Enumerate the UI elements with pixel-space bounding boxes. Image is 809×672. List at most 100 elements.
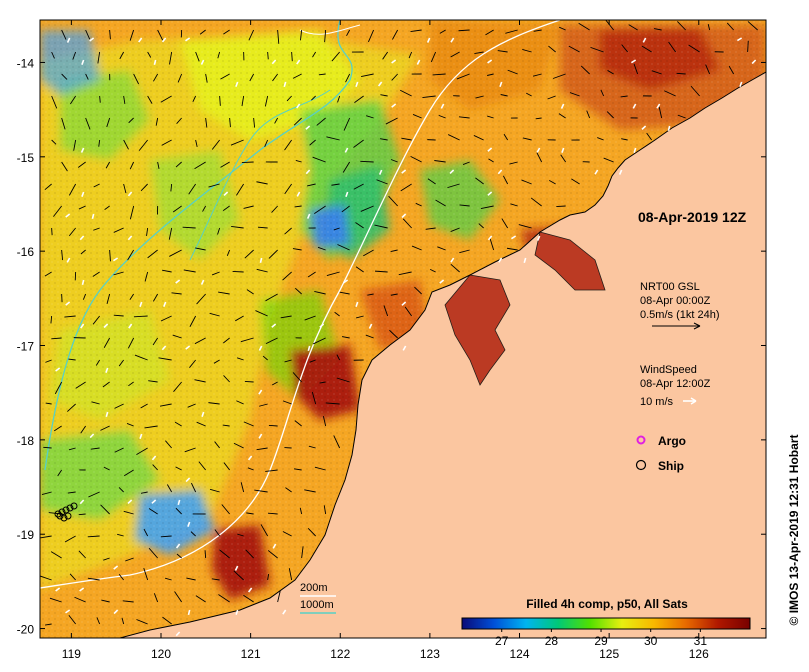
wind-arrow [113,565,119,570]
current-arrow [128,117,134,124]
current-arrow [314,205,326,215]
platform-legend: Argo Ship [635,434,686,473]
current-arrow [244,380,254,383]
current-arrow [547,95,556,100]
current-arrow [125,557,134,562]
current-arrow [412,114,422,119]
current-arrow [304,489,316,493]
current-arrow [309,359,316,363]
current-arrow [365,334,374,339]
current-arrow [607,70,614,75]
current-arrow [123,139,129,150]
current-arrow [204,550,207,559]
wind-arrow [105,411,109,418]
current-arrow [57,469,63,477]
wind-arrow [487,191,493,196]
current-arrow [248,29,255,41]
current-arrow [488,158,494,163]
wind-arrow [187,521,191,527]
wind-arrow [618,169,623,175]
current-arrow [331,51,340,62]
current-arrow [337,244,350,251]
current-arrow [157,29,164,41]
wind-arrow [138,37,143,43]
current-arrow [162,616,172,625]
wind-arrow [561,147,565,153]
current-arrow [326,271,340,277]
current-arrow [586,110,591,119]
current-arrow [87,577,100,581]
current-arrow [530,197,542,207]
current-arrow [231,225,244,229]
current-arrow [109,29,111,40]
current-arrow [401,137,412,141]
current-arrow [129,293,135,300]
argo-label: Argo [658,434,686,448]
current-arrow [92,271,100,277]
current-arrow [67,491,76,494]
current-arrow [475,177,484,185]
current-arrow [295,159,302,163]
current-arrow [260,524,269,537]
wind-arrow [247,587,253,593]
current-arrow [217,227,221,235]
current-arrow [374,224,388,229]
current-arrow [85,29,91,40]
current-arrow [366,115,374,119]
depth-1000m-label: 1000m [300,599,334,611]
lon-label-1: 120 [151,647,171,661]
wind-arrow [259,257,263,264]
current-arrow [119,51,125,60]
wind-arrow [536,235,541,241]
wind-arrow [487,147,493,152]
wind-arrows [55,37,757,637]
current-arrow [45,359,52,363]
wind-arrow [175,543,181,549]
current-arrow [677,114,686,119]
wind-arrow [177,499,181,506]
current-arrow [97,51,101,64]
current-arrow [319,381,326,384]
current-arrow [257,226,268,229]
current-arrow [502,175,509,185]
current-arrows [40,20,758,626]
wind-arrow [247,455,253,461]
current-arrow [333,435,341,449]
current-arrow [422,95,436,99]
wind-scale-arrowhead [690,397,697,405]
wind-arrow [89,433,95,439]
current-arrow [54,381,63,395]
wind-arrow [127,235,133,241]
current-arrow [195,51,200,62]
current-arrow [103,466,110,471]
current-arrow [507,69,518,75]
wind-arrow [642,37,647,43]
current-arrow [160,95,172,103]
current-arrow [288,568,293,581]
current-arrow [189,359,196,368]
current-arrow [68,227,76,237]
current-arrow [400,183,412,192]
current-arrow [88,491,100,498]
current-arrow [246,512,254,515]
current-arrow [267,512,278,515]
argo-marker-icon [636,435,646,445]
current-arrow [374,270,388,273]
current-arrow [282,531,292,537]
current-arrow [127,249,135,261]
current-arrow [474,51,484,55]
current-arrow [456,73,470,80]
current-arrow [229,117,231,128]
wind-legend-scale: 10 m/s [640,396,674,408]
current-arrow [189,315,197,327]
current-arrow [651,70,662,75]
current-arrow [114,403,124,409]
current-arrow [174,591,183,603]
current-arrow [473,135,484,141]
current-arrow [262,355,268,361]
wind-arrow [81,191,85,197]
current-arrow [177,73,183,83]
current-arrow [91,401,100,405]
current-arrow [159,403,172,407]
current-arrow [548,179,556,185]
